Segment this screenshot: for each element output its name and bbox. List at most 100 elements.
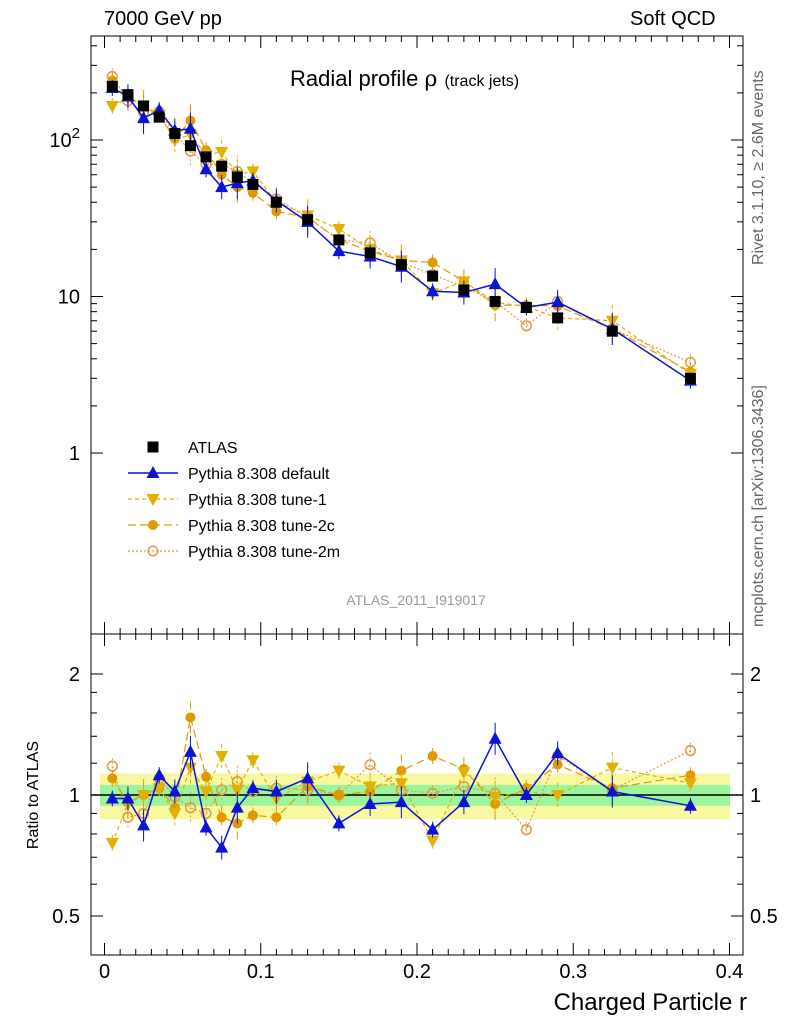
ratio-point — [215, 840, 229, 853]
ratio-point — [137, 818, 151, 831]
legend-marker — [147, 545, 159, 557]
legend-label: Pythia 8.308 tune-2c — [188, 518, 335, 535]
ratio-point — [199, 820, 213, 833]
main-point — [364, 247, 376, 259]
ratio-point — [269, 784, 283, 797]
ratio-point — [105, 791, 119, 804]
y-tick-label: 102 — [49, 125, 80, 152]
main-series — [105, 79, 697, 389]
main-point — [215, 180, 229, 193]
header-right: Soft QCD — [630, 8, 716, 30]
main-point — [153, 111, 165, 123]
main-point — [332, 223, 346, 236]
legend-marker — [148, 520, 158, 530]
analysis-id: ATLAS_2011_I919017 — [346, 592, 486, 608]
rivet-version-label: Rivet 3.1.10, ≥ 2.6M events — [750, 70, 767, 265]
ratio-series-line — [112, 737, 691, 850]
ratio-point — [426, 822, 440, 835]
ratio-point — [426, 835, 440, 848]
ratio-point — [168, 808, 182, 821]
main-point — [106, 80, 118, 92]
main-point — [332, 244, 346, 257]
main-point — [122, 89, 134, 101]
ratio-point — [605, 784, 619, 797]
ratio-point — [216, 812, 227, 823]
main-point — [684, 372, 696, 384]
ratio-point — [121, 791, 135, 804]
x-tick-label: 0.2 — [403, 961, 431, 983]
ratio-point — [230, 784, 244, 797]
legend-marker — [146, 466, 160, 478]
ratio-series-line — [111, 750, 691, 831]
ratio-point — [427, 787, 439, 799]
x-tick-label: 0.1 — [247, 961, 275, 983]
ratio-point — [488, 731, 502, 744]
ratio-point — [199, 786, 213, 799]
x-axis-label: Charged Particle r — [554, 989, 747, 1016]
ratio-point — [246, 781, 260, 794]
ratio-point — [301, 771, 315, 784]
main-point — [247, 178, 259, 190]
main-point — [137, 111, 151, 124]
main-point — [302, 214, 314, 226]
legend-label: Pythia 8.308 default — [188, 466, 330, 483]
ratio-point — [684, 744, 696, 757]
main-series-line — [111, 80, 691, 373]
main-point — [184, 140, 196, 152]
ratio-point — [183, 744, 197, 757]
main-point — [551, 295, 565, 308]
x-tick-label: 0 — [99, 961, 110, 983]
ratio-point — [333, 790, 344, 800]
ratio-point — [394, 778, 408, 791]
main-point — [427, 270, 439, 282]
ratio-point — [185, 712, 196, 723]
main-point — [520, 320, 532, 332]
ratio-point — [215, 751, 229, 764]
main-point — [489, 295, 501, 307]
ratio-point — [271, 812, 282, 823]
header-left: 7000 GeV pp — [104, 8, 222, 30]
ratio-point — [230, 800, 244, 813]
ratio-point — [683, 798, 697, 811]
main-point — [606, 325, 618, 337]
ratio-point — [488, 791, 502, 804]
ratio-point — [332, 816, 346, 829]
main-series-line — [111, 76, 691, 363]
main-point — [199, 162, 213, 175]
mcplots-label: mcplots.cern.ch [arXiv:1306.3436] — [750, 385, 767, 627]
legend-marker — [147, 441, 159, 453]
main-point — [395, 259, 407, 271]
ratio-point — [683, 778, 697, 791]
ratio-series-line — [111, 754, 691, 844]
ratio-point — [168, 784, 182, 797]
chart-title: Radial profile ρ (track jets) — [290, 66, 519, 92]
ratio-y-tick-label: 0.5 — [52, 906, 80, 928]
main-series-line — [112, 97, 691, 375]
legend-label: Pythia 8.308 tune-2m — [188, 544, 340, 561]
main-point — [216, 169, 227, 180]
ratio-point — [605, 762, 619, 775]
main-point — [458, 284, 470, 296]
main-point — [200, 151, 212, 163]
main-point — [426, 284, 440, 297]
y-tick-label: 1 — [69, 443, 80, 465]
ratio-point — [363, 796, 377, 809]
ratio-point — [216, 784, 228, 796]
main-series-line — [111, 87, 691, 382]
ratio-point — [520, 824, 532, 836]
main-point — [138, 100, 150, 112]
main-point — [183, 121, 197, 134]
main-point — [216, 160, 228, 172]
x-tick-label: 0.4 — [716, 961, 744, 983]
legend-marker — [146, 494, 160, 506]
ratio-point — [364, 759, 376, 771]
ratio-point — [551, 746, 565, 759]
ratio-series-line — [111, 717, 691, 825]
ratio-y-tick-label-right: 1 — [750, 785, 761, 807]
legend: ATLAS Pythia 8.308 default Pythia 8.308 tu… — [128, 440, 340, 561]
ratio-point — [105, 837, 119, 850]
ratio-y-axis-label: Ratio to ATLAS — [25, 741, 42, 849]
ratio-point — [122, 811, 134, 823]
ratio-point — [184, 802, 196, 814]
